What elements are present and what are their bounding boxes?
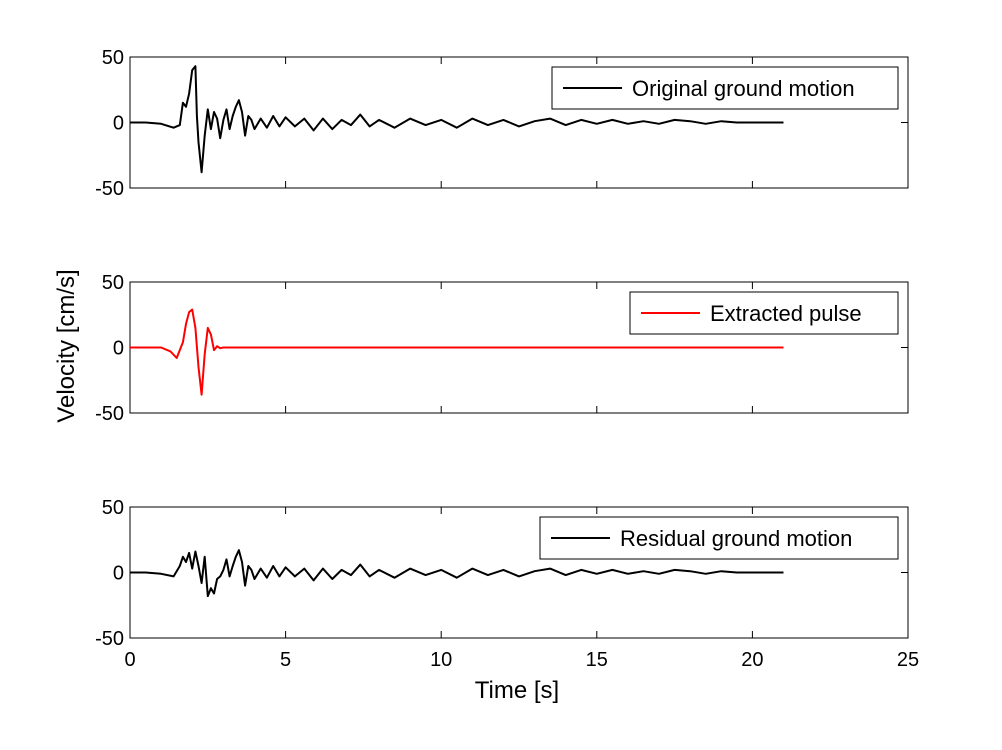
x-tick-label: 20 (741, 649, 763, 671)
y-tick-label: 50 (102, 497, 124, 519)
y-tick-label: 0 (113, 338, 124, 360)
y-tick-label: -50 (95, 178, 124, 200)
legend-label: Original ground motion (632, 76, 855, 101)
series-line-2-1 (130, 308, 784, 396)
series-line-3-1 (130, 549, 784, 598)
subplot-2: 50 0 -50 Extracted pulse (95, 272, 909, 425)
y-axis-title: Velocity [cm/s] (53, 269, 80, 422)
x-tick-label: 10 (430, 649, 452, 671)
y-tick-label: -50 (95, 403, 124, 425)
legend: Residual ground motion (539, 516, 899, 560)
x-tick-label: 5 (280, 649, 291, 671)
series-line-1-1 (130, 65, 784, 174)
y-tick-label: 0 (113, 563, 124, 585)
y-tick-label: 0 (113, 113, 124, 135)
x-tick-label: 15 (586, 649, 608, 671)
legend: Extracted pulse (629, 291, 899, 335)
y-tick-label: 50 (102, 272, 124, 294)
legend-label: Residual ground motion (620, 526, 852, 551)
x-tick-label: 0 (124, 649, 135, 671)
legend: Original ground motion (551, 66, 899, 110)
legend-label: Extracted pulse (710, 301, 862, 326)
x-axis-title: Time [s] (475, 677, 559, 704)
y-tick-label: 50 (102, 47, 124, 69)
y-tick-label: -50 (95, 628, 124, 650)
x-tick-label: 25 (897, 649, 919, 671)
subplot-1: 50 0 -50 Original ground motion (95, 47, 909, 200)
